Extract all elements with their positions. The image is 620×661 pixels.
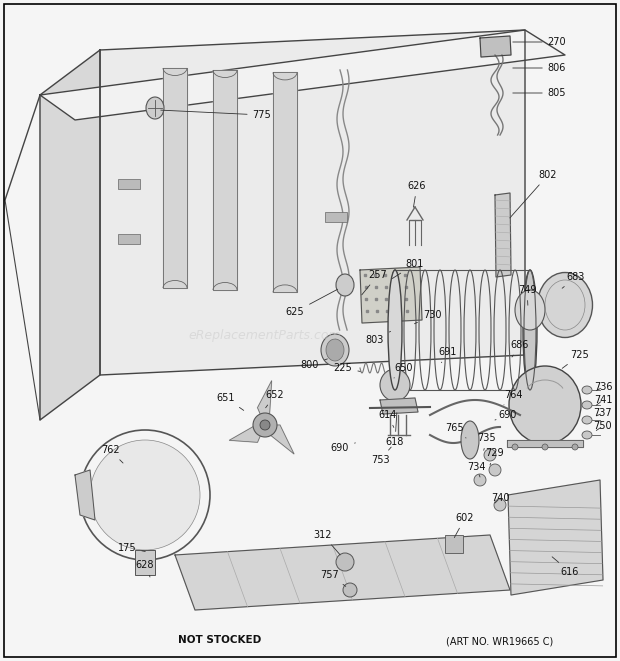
- Ellipse shape: [380, 369, 410, 401]
- Text: 257: 257: [361, 270, 388, 295]
- Text: 683: 683: [562, 272, 585, 288]
- Text: 805: 805: [513, 88, 566, 98]
- Text: 762: 762: [100, 445, 123, 463]
- Text: 801: 801: [392, 259, 424, 278]
- Text: 802: 802: [510, 170, 557, 218]
- Ellipse shape: [388, 270, 402, 390]
- Text: 735: 735: [477, 433, 497, 450]
- Circle shape: [542, 444, 548, 450]
- Polygon shape: [380, 398, 418, 414]
- Circle shape: [90, 440, 200, 550]
- Ellipse shape: [509, 366, 581, 444]
- Text: 312: 312: [314, 530, 340, 555]
- Text: 725: 725: [562, 350, 590, 368]
- Text: 270: 270: [513, 37, 566, 47]
- Text: 775: 775: [161, 110, 272, 120]
- Text: 764: 764: [503, 390, 522, 405]
- Text: 691: 691: [439, 347, 457, 363]
- Bar: [445, 535, 463, 553]
- Polygon shape: [175, 535, 510, 610]
- Ellipse shape: [582, 386, 592, 394]
- Text: 765: 765: [446, 423, 466, 438]
- Text: 614: 614: [379, 410, 397, 428]
- Ellipse shape: [461, 421, 479, 459]
- Polygon shape: [40, 30, 565, 120]
- Text: 740: 740: [491, 493, 509, 503]
- Ellipse shape: [538, 272, 593, 338]
- Ellipse shape: [336, 274, 354, 296]
- Text: 616: 616: [552, 557, 579, 577]
- Polygon shape: [273, 73, 297, 292]
- Polygon shape: [100, 30, 525, 375]
- Circle shape: [484, 449, 496, 461]
- Polygon shape: [40, 50, 100, 420]
- Text: NOT STOCKED: NOT STOCKED: [179, 635, 262, 645]
- Text: 175: 175: [118, 543, 145, 553]
- Circle shape: [260, 420, 270, 430]
- Text: 602: 602: [454, 513, 474, 537]
- Ellipse shape: [326, 339, 344, 361]
- Text: 800: 800: [301, 359, 327, 370]
- Text: 753: 753: [371, 447, 391, 465]
- Ellipse shape: [523, 270, 537, 390]
- Ellipse shape: [321, 334, 349, 366]
- Text: 803: 803: [366, 331, 391, 345]
- Text: 736: 736: [594, 382, 613, 392]
- Text: 690: 690: [495, 410, 517, 420]
- Polygon shape: [360, 267, 422, 323]
- Text: 749: 749: [518, 285, 536, 305]
- Polygon shape: [257, 381, 272, 425]
- Bar: [325, 212, 347, 222]
- Circle shape: [489, 464, 501, 476]
- Text: 729: 729: [485, 448, 504, 465]
- Text: 730: 730: [415, 310, 441, 324]
- Ellipse shape: [146, 97, 164, 119]
- Text: 734: 734: [467, 462, 485, 477]
- Text: 626: 626: [408, 181, 427, 208]
- Polygon shape: [75, 470, 95, 520]
- Circle shape: [512, 444, 518, 450]
- Text: 651: 651: [217, 393, 244, 410]
- Polygon shape: [507, 440, 583, 447]
- Polygon shape: [229, 425, 265, 442]
- Polygon shape: [213, 70, 237, 290]
- Ellipse shape: [582, 401, 592, 409]
- Text: 618: 618: [386, 412, 404, 447]
- Text: 628: 628: [136, 560, 154, 577]
- Circle shape: [494, 499, 506, 511]
- Text: eReplacementParts.com: eReplacementParts.com: [188, 329, 342, 342]
- Polygon shape: [265, 425, 294, 454]
- Bar: [118, 234, 140, 244]
- Bar: [135, 550, 155, 575]
- Text: 741: 741: [594, 395, 613, 405]
- Text: 625: 625: [286, 290, 337, 317]
- Ellipse shape: [515, 290, 545, 330]
- Ellipse shape: [582, 416, 592, 424]
- Circle shape: [474, 474, 486, 486]
- Text: (ART NO. WR19665 C): (ART NO. WR19665 C): [446, 637, 554, 647]
- Text: 737: 737: [594, 408, 613, 418]
- Text: 225: 225: [334, 363, 360, 373]
- Text: 757: 757: [321, 570, 346, 586]
- Text: 650: 650: [394, 363, 414, 378]
- Polygon shape: [480, 36, 511, 57]
- Circle shape: [336, 553, 354, 571]
- Text: 652: 652: [265, 390, 285, 408]
- Ellipse shape: [582, 431, 592, 439]
- Polygon shape: [508, 480, 603, 595]
- Polygon shape: [495, 193, 511, 277]
- Text: 690: 690: [331, 443, 355, 453]
- Text: 806: 806: [513, 63, 566, 73]
- Circle shape: [253, 413, 277, 437]
- Circle shape: [343, 583, 357, 597]
- Bar: [118, 179, 140, 189]
- Circle shape: [572, 444, 578, 450]
- Text: 750: 750: [594, 421, 613, 431]
- Polygon shape: [163, 68, 187, 288]
- Text: 686: 686: [511, 340, 529, 357]
